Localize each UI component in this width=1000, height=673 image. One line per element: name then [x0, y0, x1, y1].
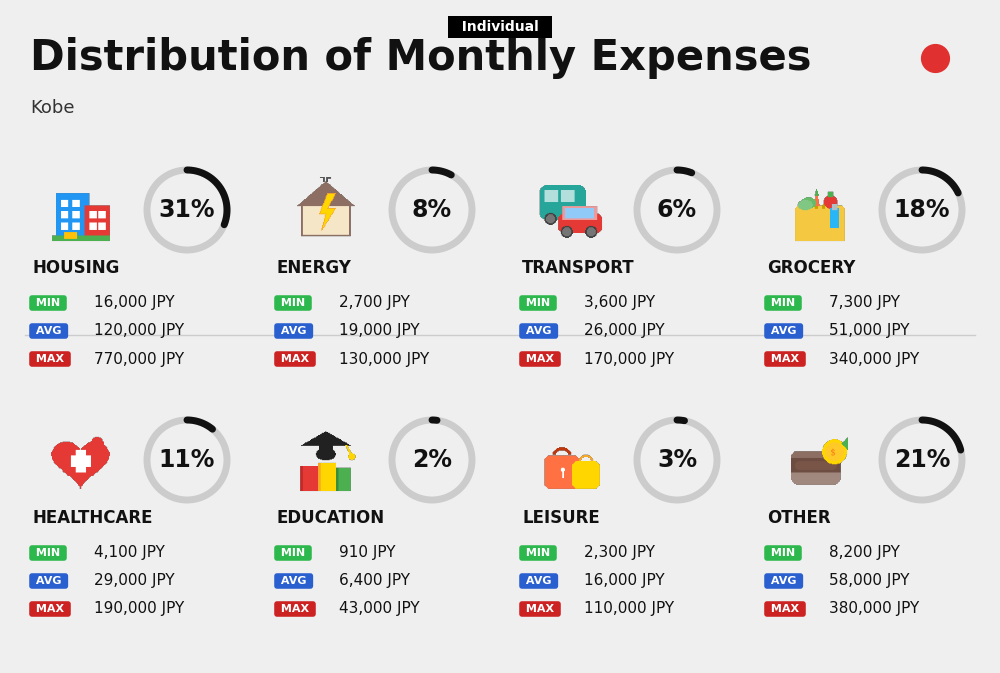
Text: MAX: MAX: [767, 354, 803, 364]
Text: MIN: MIN: [522, 298, 554, 308]
Text: 31%: 31%: [159, 198, 215, 222]
Text: 3%: 3%: [657, 448, 697, 472]
Text: MIN: MIN: [32, 298, 64, 308]
Text: 19,000 JPY: 19,000 JPY: [339, 324, 420, 339]
Text: MIN: MIN: [767, 548, 799, 558]
Text: 380,000 JPY: 380,000 JPY: [829, 602, 919, 616]
Text: 2,300 JPY: 2,300 JPY: [584, 546, 655, 561]
Text: AVG: AVG: [522, 326, 555, 336]
Text: MIN: MIN: [767, 298, 799, 308]
Text: Individual: Individual: [452, 20, 548, 34]
Text: 16,000 JPY: 16,000 JPY: [94, 295, 175, 310]
Text: 11%: 11%: [159, 448, 215, 472]
Text: 16,000 JPY: 16,000 JPY: [584, 573, 665, 588]
Text: 6%: 6%: [657, 198, 697, 222]
Text: 3,600 JPY: 3,600 JPY: [584, 295, 655, 310]
Text: EDUCATION: EDUCATION: [277, 509, 385, 527]
Text: 340,000 JPY: 340,000 JPY: [829, 351, 919, 367]
Text: Kobe: Kobe: [30, 99, 74, 117]
Text: Distribution of Monthly Expenses: Distribution of Monthly Expenses: [30, 37, 812, 79]
Text: ENERGY: ENERGY: [277, 259, 352, 277]
Text: AVG: AVG: [32, 326, 65, 336]
Text: 18%: 18%: [894, 198, 950, 222]
Text: MAX: MAX: [277, 604, 313, 614]
Text: GROCERY: GROCERY: [767, 259, 855, 277]
Text: 190,000 JPY: 190,000 JPY: [94, 602, 184, 616]
Text: MAX: MAX: [277, 354, 313, 364]
Text: 43,000 JPY: 43,000 JPY: [339, 602, 420, 616]
Text: 29,000 JPY: 29,000 JPY: [94, 573, 175, 588]
Text: AVG: AVG: [767, 326, 800, 336]
Text: MIN: MIN: [277, 548, 309, 558]
Text: HOUSING: HOUSING: [32, 259, 119, 277]
Text: 7,300 JPY: 7,300 JPY: [829, 295, 900, 310]
Text: MAX: MAX: [32, 354, 68, 364]
Text: 130,000 JPY: 130,000 JPY: [339, 351, 429, 367]
Text: MAX: MAX: [522, 604, 558, 614]
Text: 110,000 JPY: 110,000 JPY: [584, 602, 674, 616]
Text: LEISURE: LEISURE: [522, 509, 600, 527]
Text: AVG: AVG: [767, 576, 800, 586]
Text: 4,100 JPY: 4,100 JPY: [94, 546, 165, 561]
Text: 6,400 JPY: 6,400 JPY: [339, 573, 410, 588]
Text: 58,000 JPY: 58,000 JPY: [829, 573, 909, 588]
Text: MIN: MIN: [522, 548, 554, 558]
Text: AVG: AVG: [277, 326, 310, 336]
Text: 120,000 JPY: 120,000 JPY: [94, 324, 184, 339]
Text: 21%: 21%: [894, 448, 950, 472]
Text: 910 JPY: 910 JPY: [339, 546, 396, 561]
Text: AVG: AVG: [32, 576, 65, 586]
Text: MIN: MIN: [277, 298, 309, 308]
Text: TRANSPORT: TRANSPORT: [522, 259, 635, 277]
Text: 8,200 JPY: 8,200 JPY: [829, 546, 900, 561]
Text: 770,000 JPY: 770,000 JPY: [94, 351, 184, 367]
Text: 2%: 2%: [412, 448, 452, 472]
Text: MIN: MIN: [32, 548, 64, 558]
Text: AVG: AVG: [277, 576, 310, 586]
Text: 170,000 JPY: 170,000 JPY: [584, 351, 674, 367]
Text: MAX: MAX: [522, 354, 558, 364]
Text: HEALTHCARE: HEALTHCARE: [32, 509, 152, 527]
Text: OTHER: OTHER: [767, 509, 831, 527]
Text: 51,000 JPY: 51,000 JPY: [829, 324, 909, 339]
Text: MAX: MAX: [32, 604, 68, 614]
Text: AVG: AVG: [522, 576, 555, 586]
Text: 2,700 JPY: 2,700 JPY: [339, 295, 410, 310]
Text: 26,000 JPY: 26,000 JPY: [584, 324, 665, 339]
Text: MAX: MAX: [767, 604, 803, 614]
Text: 8%: 8%: [412, 198, 452, 222]
